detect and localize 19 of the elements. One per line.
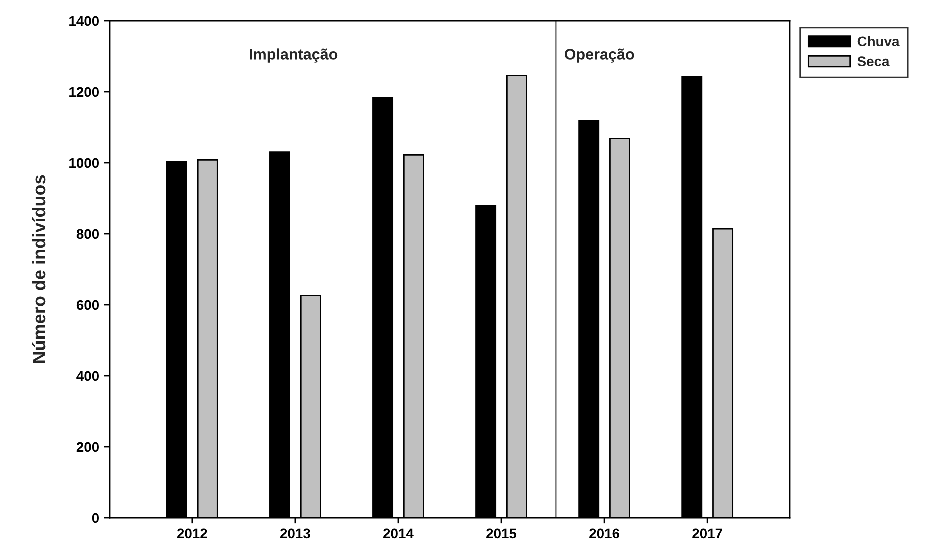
y-tick-label: 0 — [92, 513, 100, 524]
x-tick-label: 2014 — [384, 528, 414, 539]
y-tick-label: 1000 — [70, 158, 100, 168]
y-tick-label: 600 — [76, 300, 100, 310]
legend-label: Chuva — [858, 36, 900, 47]
y-tick-label: 400 — [76, 371, 100, 382]
annotation: Operação — [564, 48, 634, 63]
y-tick-label: 1200 — [70, 87, 100, 98]
annotation: Implantação — [250, 48, 338, 63]
x-tick-label: 2015 — [486, 528, 517, 539]
y-tick-label: 200 — [76, 442, 100, 452]
x-tick-label: 2016 — [590, 528, 620, 539]
legend-label: Seca — [858, 56, 890, 67]
y-tick-label: 800 — [76, 229, 100, 240]
y-axis-title: Número de indivíduos — [32, 175, 46, 364]
x-tick-label: 2017 — [692, 528, 722, 539]
y-tick-label: 1400 — [70, 16, 100, 26]
x-tick-label: 2012 — [177, 528, 208, 539]
x-tick-label: 2013 — [280, 528, 310, 539]
